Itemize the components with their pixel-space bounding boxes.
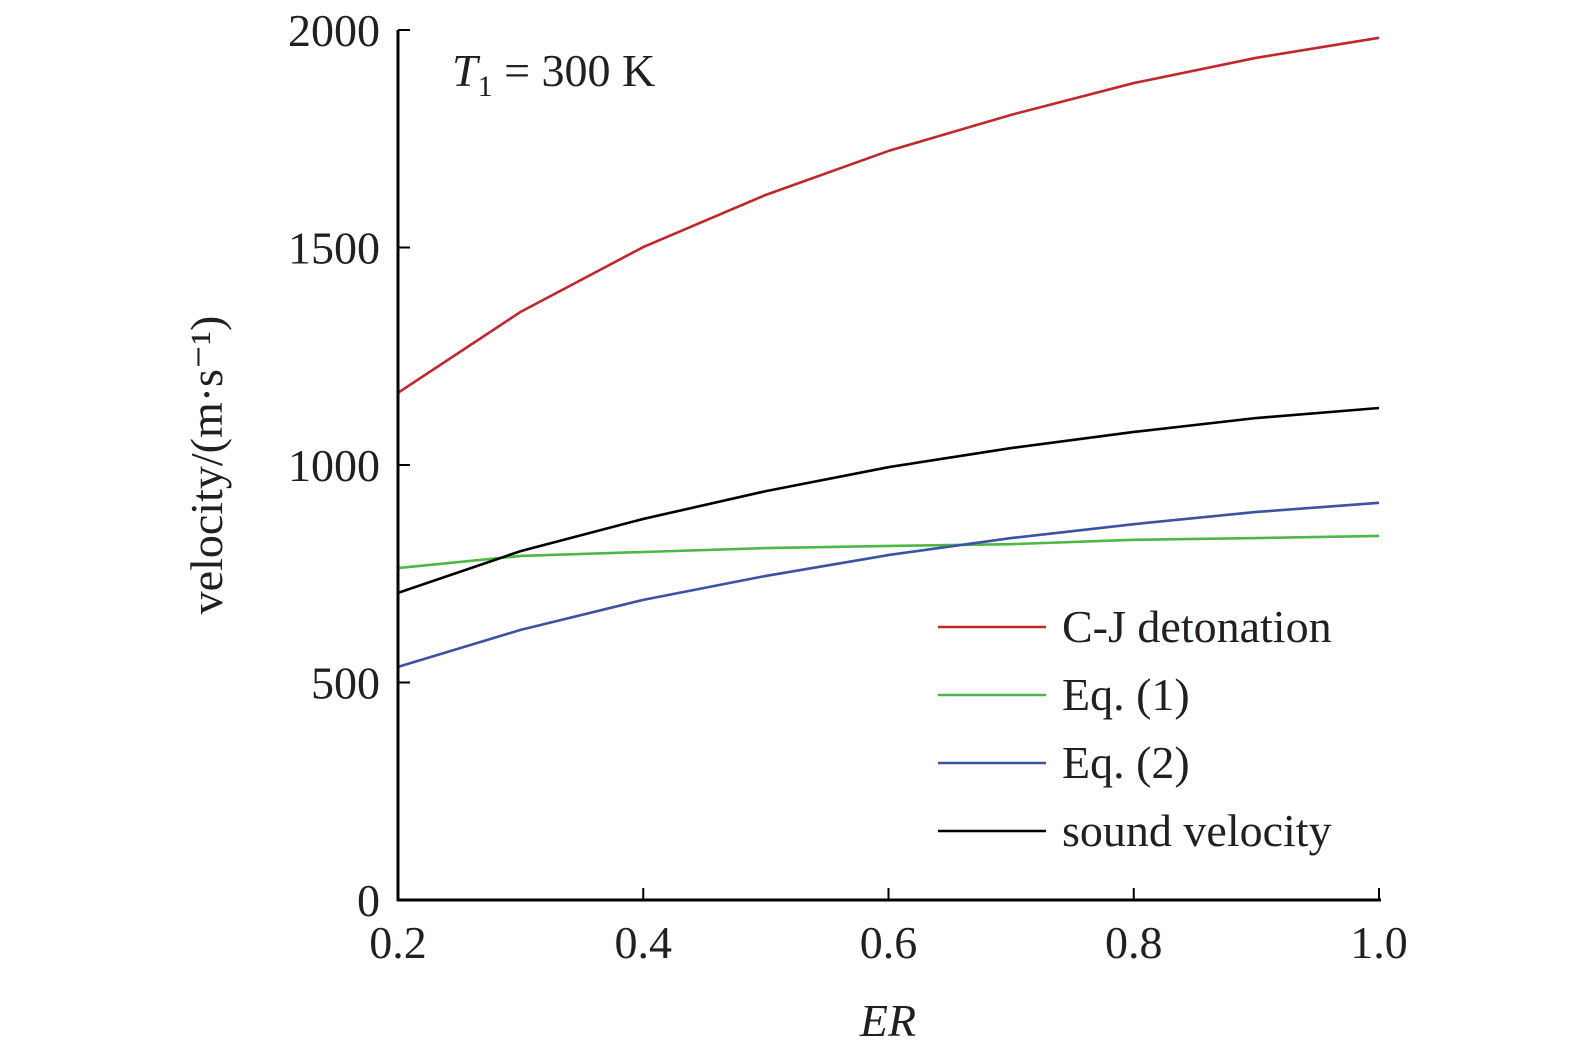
y-tick-label: 2000 xyxy=(288,5,380,56)
series-line-c-j-detonation xyxy=(397,36,1380,394)
y-tick-label: 1500 xyxy=(288,223,380,274)
series-line-eq-1- xyxy=(397,534,1380,570)
annotation: T1 = 300 K xyxy=(452,45,655,103)
x-tick-label: 0.6 xyxy=(860,917,918,968)
annotation-symbol: T xyxy=(452,45,481,96)
legend-label: sound velocity xyxy=(1062,805,1332,856)
series-layer xyxy=(397,36,1380,669)
x-axis-label: ER xyxy=(859,995,916,1046)
y-tick-label: 500 xyxy=(311,658,380,709)
series-line-sound-velocity xyxy=(397,406,1380,595)
legend-label: Eq. (2) xyxy=(1062,737,1190,788)
legend: C-J detonation Eq. (1) Eq. (2) sound veloci… xyxy=(938,601,1332,856)
y-tick-label: 1000 xyxy=(288,440,380,491)
x-tick-label: 0.8 xyxy=(1105,917,1163,968)
annotation-rest: = 300 K xyxy=(493,45,656,96)
legend-label: Eq. (1) xyxy=(1062,669,1190,720)
annotation-subscript: 1 xyxy=(478,70,493,103)
ticks: 0.2 0.4 0.6 0.8 1.0 0 500 1000 1500 2000 xyxy=(288,5,1408,968)
x-tick-label: 1.0 xyxy=(1350,917,1408,968)
y-tick-label: 0 xyxy=(357,875,380,926)
series-line-eq-2- xyxy=(397,501,1380,669)
x-tick-label: 0.2 xyxy=(369,917,427,968)
x-tick-label: 0.4 xyxy=(615,917,673,968)
y-axis-label: velocity/(m·s⁻¹) xyxy=(181,316,232,615)
legend-label: C-J detonation xyxy=(1062,601,1332,652)
